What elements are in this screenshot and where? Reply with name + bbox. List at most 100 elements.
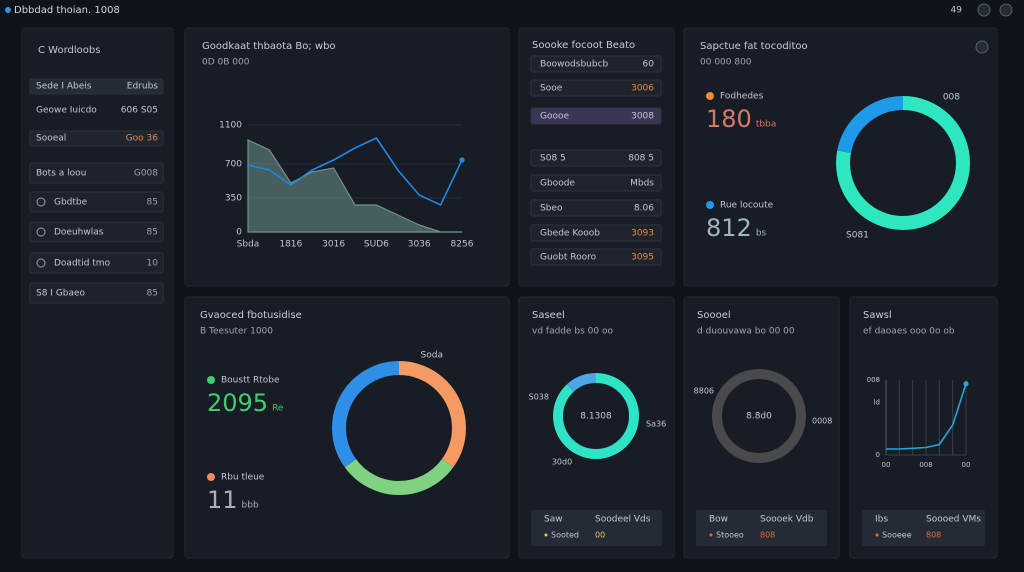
footer-cell: Stooeo [716, 531, 744, 540]
x-tick-label: Sbda [237, 240, 260, 250]
row-value: 8.06 [634, 204, 654, 214]
kpi-unit: bs [756, 229, 767, 239]
footer-header: Soooek Vdb [760, 515, 814, 525]
list-row[interactable] [530, 248, 662, 266]
kpi-value: 812 [706, 214, 752, 242]
legend-label: Rue locoute [720, 201, 774, 211]
sidebar-title: C Wordloobs [38, 45, 100, 56]
y-tick-label: ld [874, 399, 880, 407]
kpi-unit: tbba [756, 120, 776, 130]
footer-header: Soooed VMs [926, 515, 981, 525]
footer-dot [709, 533, 713, 537]
legend-label: Boustt Rtobe [221, 376, 280, 386]
footer-box [531, 510, 662, 546]
line [886, 383, 967, 450]
panel-title: Sawsl [863, 310, 892, 321]
list-row[interactable] [530, 55, 662, 73]
y-tick-label: 008 [867, 376, 880, 384]
end-point [963, 381, 969, 387]
menu-item[interactable] [29, 191, 164, 213]
list-row[interactable] [530, 107, 662, 125]
menu-value: G008 [134, 169, 158, 179]
x-tick-label: 1816 [279, 240, 302, 250]
panel-title: Sapctue fat tocoditoo [700, 41, 808, 52]
row-label: Sbeo [540, 204, 563, 214]
menu-value: Edrubs [127, 82, 159, 92]
panel [683, 296, 840, 559]
x-tick-label: 3016 [322, 240, 345, 250]
kpi-value: 180 [706, 105, 752, 133]
legend-dot [706, 92, 714, 100]
menu-item[interactable] [29, 130, 164, 147]
donut-segment [712, 369, 806, 463]
menu-value: 606 S05 [121, 106, 158, 116]
icon-button[interactable] [999, 3, 1013, 17]
y-tick-label: 1100 [219, 121, 242, 131]
row-value: 60 [643, 60, 655, 70]
kpi-unit: Re [272, 404, 284, 414]
menu-value: 85 [147, 289, 158, 299]
list-row[interactable] [530, 79, 662, 97]
icon-button[interactable] [977, 3, 991, 17]
menu-label: Sooeal [36, 134, 66, 144]
menu-label: Doadtid tmo [54, 259, 111, 269]
menu-item[interactable] [29, 252, 164, 274]
annotation: S081 [846, 231, 869, 241]
menu-label: Sede I Abeis [36, 82, 92, 92]
panel-title: Gvaoced fbotusidise [200, 310, 302, 321]
y-tick-label: 350 [225, 193, 242, 203]
panel-subtitle: d duouvawa bo 00 00 [697, 327, 795, 337]
footer-cell: Sooeee [882, 531, 912, 540]
menu-item[interactable] [29, 78, 164, 95]
logo [5, 7, 11, 13]
list-row[interactable] [530, 199, 662, 217]
footer-dot [875, 533, 879, 537]
panel-subtitle: B Teesuter 1000 [200, 327, 273, 337]
row-label: Boowodsbubcb [540, 60, 609, 70]
footer-header: Bow [709, 515, 728, 525]
list-row[interactable] [530, 224, 662, 242]
menu-item[interactable] [29, 221, 164, 243]
x-tick-label: 3036 [408, 240, 431, 250]
row-label: Sooe [540, 84, 563, 94]
badge[interactable]: 49 [951, 6, 963, 16]
area [247, 139, 462, 233]
panel-subtitle: ef daoaes ooo 0o ob [863, 327, 955, 337]
row-label: Guobt Rooro [540, 253, 597, 263]
row-value: 3006 [631, 84, 654, 94]
panel [849, 296, 998, 559]
panel-title: Goodkaat thbaota Bo; wbo [202, 41, 336, 52]
panel-subtitle: 00 000 800 [700, 58, 752, 68]
x-tick-label: 00 [962, 461, 971, 469]
list-row[interactable] [530, 174, 662, 192]
row-value: 3008 [631, 112, 654, 122]
row-label: Gbede Kooob [540, 229, 600, 239]
menu-item[interactable] [29, 162, 164, 184]
panel-menu[interactable] [975, 40, 989, 54]
menu-label: Doeuhwlas [54, 228, 104, 238]
footer-cell: 808 [926, 531, 941, 540]
list-row[interactable] [530, 149, 662, 167]
annotation: 0008 [812, 417, 832, 426]
kpi-value: 11 [207, 486, 238, 514]
panel-title: Saseel [532, 310, 565, 321]
menu-label: Geowe Iuicdo [36, 106, 97, 116]
y-tick-label: 0 [876, 451, 880, 459]
footer-cell: 00 [595, 531, 605, 540]
legend-label: Fodhedes [720, 92, 764, 102]
panel-subtitle: vd fadde bs 00 oo [532, 327, 613, 337]
donut-segment [836, 96, 970, 230]
menu-value: 85 [147, 228, 158, 238]
panel [518, 296, 675, 559]
panel-title: Soooke focoot Beato [532, 40, 635, 51]
donut-center: 8.8d0 [746, 412, 772, 422]
annotation: 8806 [694, 387, 714, 396]
legend-dot [207, 376, 215, 384]
app-title: Dbbdad thoian. 1008 [14, 5, 120, 16]
footer-header: Saw [544, 515, 563, 525]
menu-item[interactable] [29, 282, 164, 304]
row-value: 3093 [631, 229, 654, 239]
menu-label: Bots a loou [36, 169, 86, 179]
footer-cell: Sooted [551, 531, 579, 540]
